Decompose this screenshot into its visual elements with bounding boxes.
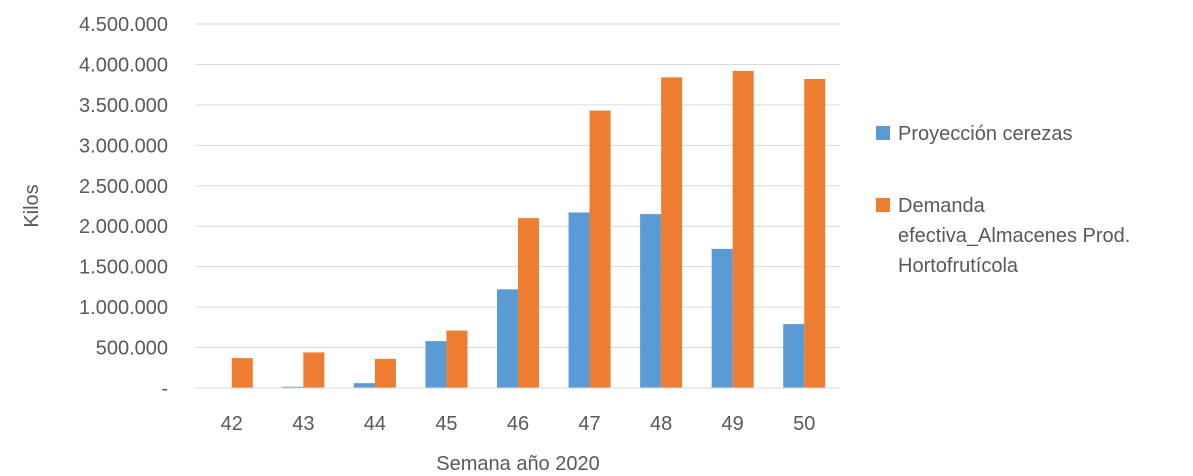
bar-demanda [374, 358, 396, 388]
x-tick-label: 44 [364, 413, 386, 435]
y-tick-label: 4.000.000 [79, 54, 168, 76]
y-tick-label: 3.000.000 [79, 135, 168, 157]
bars [231, 70, 826, 389]
x-axis-ticks: 42 43 44 45 46 47 48 49 50 [221, 413, 816, 435]
x-tick-label: 45 [435, 413, 457, 435]
legend-label: Proyección cerezas [898, 123, 1073, 145]
y-tick-label: 4.500.000 [79, 14, 168, 36]
legend-label: Demanda [898, 195, 986, 217]
x-axis-title: Semana año 2020 [436, 453, 599, 475]
bar-proyeccion [783, 324, 805, 388]
bar-demanda [231, 358, 253, 388]
bar-demanda [661, 77, 683, 389]
bar-demanda [732, 70, 754, 388]
bar-proyeccion [425, 341, 447, 388]
x-tick-label: 48 [650, 413, 672, 435]
legend-label: Hortofrutícola [898, 255, 1019, 277]
y-tick-label: 2.500.000 [79, 176, 168, 198]
bar-demanda [589, 110, 611, 388]
bar-demanda [446, 330, 468, 388]
bar-proyeccion [353, 383, 375, 388]
y-tick-label: 500.000 [96, 338, 168, 360]
bar-demanda [804, 79, 826, 388]
x-tick-label: 49 [722, 413, 744, 435]
bar-proyeccion [640, 214, 662, 388]
y-axis-title: Kilos [21, 184, 43, 227]
x-tick-label: 50 [793, 413, 815, 435]
x-tick-label: 47 [578, 413, 600, 435]
bar-proyeccion [711, 248, 733, 388]
legend-swatch [876, 126, 890, 140]
x-tick-label: 43 [292, 413, 314, 435]
y-tick-label: - [161, 378, 168, 400]
x-tick-label: 46 [507, 413, 529, 435]
legend-swatch [876, 198, 890, 212]
y-tick-label: 2.000.000 [79, 216, 168, 238]
bar-demanda [518, 218, 539, 388]
y-tick-label: 3.500.000 [79, 95, 168, 117]
y-tick-label: 1.500.000 [79, 257, 168, 279]
bar-proyeccion [497, 289, 518, 388]
y-axis-ticks: - 500.000 1.000.000 1.500.000 2.000.000 2.500… [79, 14, 168, 400]
bar-proyeccion [282, 386, 304, 388]
y-tick-label: 1.000.000 [79, 297, 168, 319]
legend: Proyección cerezas Demanda efectiva_Almace… [876, 123, 1130, 277]
x-tick-label: 42 [221, 413, 243, 435]
bar-proyeccion [568, 212, 590, 388]
legend-label: efectiva_Almacenes Prod. [898, 225, 1130, 247]
gridlines [196, 23, 840, 349]
bar-demanda [303, 352, 325, 388]
